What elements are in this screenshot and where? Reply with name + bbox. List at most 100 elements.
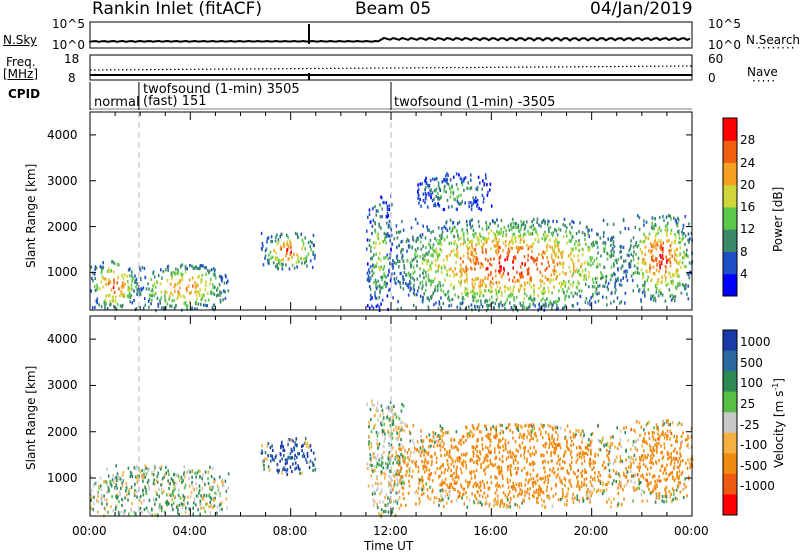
- data-cell: [293, 252, 295, 256]
- data-cell: [547, 477, 550, 482]
- data-cell: [590, 259, 592, 263]
- data-cell: [495, 298, 498, 302]
- data-cell: [497, 250, 500, 254]
- data-cell: [564, 272, 566, 276]
- data-cell: [667, 282, 670, 286]
- data-cell: [509, 490, 511, 494]
- data-cell: [502, 272, 505, 276]
- data-cell: [686, 444, 688, 448]
- data-cell: [227, 289, 230, 293]
- data-cell: [446, 459, 448, 463]
- data-cell: [688, 276, 691, 280]
- data-cell: [617, 486, 619, 490]
- data-cell: [387, 453, 390, 457]
- data-cell: [115, 478, 118, 483]
- data-cell: [605, 483, 607, 487]
- data-cell: [281, 232, 283, 236]
- data-cell: [510, 246, 512, 250]
- data-cell: [517, 235, 520, 239]
- data-cell: [476, 439, 478, 443]
- data-cell: [408, 274, 411, 278]
- data-cell: [464, 176, 467, 180]
- data-cell: [661, 293, 664, 297]
- x-tick-label: 16:00: [473, 524, 508, 538]
- data-cell: [494, 434, 497, 438]
- data-cell: [115, 495, 117, 499]
- data-cell: [589, 299, 591, 303]
- data-cell: [613, 497, 615, 501]
- data-cell: [207, 298, 210, 302]
- data-cell: [586, 452, 589, 457]
- data-cell: [420, 204, 422, 208]
- data-cell: [308, 445, 310, 449]
- data-cell: [643, 283, 646, 287]
- data-cell: [309, 459, 312, 463]
- data-cell: [373, 253, 375, 257]
- data-cell: [592, 484, 594, 488]
- data-cell: [377, 409, 379, 413]
- data-cell: [515, 488, 517, 493]
- data-cell: [664, 299, 667, 303]
- data-cell: [422, 253, 424, 257]
- data-cell: [683, 482, 685, 486]
- data-cell: [566, 494, 568, 498]
- data-cell: [104, 298, 107, 302]
- data-cell: [558, 443, 560, 447]
- nsky-tick-bottom: 10^0: [52, 38, 85, 52]
- data-cell: [514, 304, 516, 308]
- data-cell: [599, 263, 601, 267]
- data-cell: [535, 474, 538, 478]
- data-cell: [608, 497, 610, 501]
- data-cell: [425, 180, 428, 185]
- data-cell: [471, 434, 474, 439]
- data-cell: [588, 262, 590, 266]
- data-cell: [581, 440, 583, 444]
- data-cell: [658, 479, 661, 483]
- data-cell: [400, 503, 402, 507]
- data-cell: [226, 506, 229, 510]
- data-cell: [460, 442, 462, 446]
- data-cell: [96, 301, 98, 305]
- data-cell: [367, 484, 370, 488]
- data-cell: [470, 303, 473, 307]
- data-cell: [494, 235, 496, 239]
- data-cell: [627, 479, 629, 483]
- data-cell: [381, 490, 383, 494]
- data-cell: [486, 303, 488, 307]
- data-cell: [494, 491, 497, 495]
- data-cell: [121, 478, 124, 482]
- data-cell: [422, 244, 424, 248]
- data-cell: [670, 492, 672, 496]
- data-cell: [478, 284, 480, 288]
- data-cell: [462, 459, 465, 463]
- data-cell: [477, 455, 480, 459]
- data-cell: [378, 442, 381, 446]
- data-cell: [388, 417, 391, 421]
- data-cell: [629, 459, 632, 463]
- data-cell: [276, 233, 278, 237]
- data-cell: [500, 275, 503, 279]
- data-cell: [112, 270, 115, 274]
- data-cell: [478, 430, 481, 434]
- x-tick-label: 04:00: [172, 524, 207, 538]
- data-cell: [380, 481, 382, 486]
- data-cell: [576, 476, 578, 480]
- data-cell: [447, 496, 450, 500]
- data-cell: [513, 298, 516, 302]
- data-cell: [195, 482, 197, 486]
- data-cell: [547, 423, 549, 427]
- data-cell: [105, 301, 107, 306]
- data-cell: [98, 303, 100, 307]
- data-cell: [670, 443, 673, 448]
- data-cell: [459, 302, 462, 306]
- data-cell: [476, 236, 478, 240]
- data-cell: [466, 228, 468, 232]
- data-cell: [368, 443, 370, 447]
- data-cell: [588, 248, 591, 252]
- data-cell: [619, 458, 622, 462]
- data-cell: [386, 215, 389, 219]
- data-cell: [515, 482, 518, 486]
- data-cell: [173, 307, 176, 311]
- data-cell: [446, 258, 448, 262]
- data-cell: [621, 460, 624, 464]
